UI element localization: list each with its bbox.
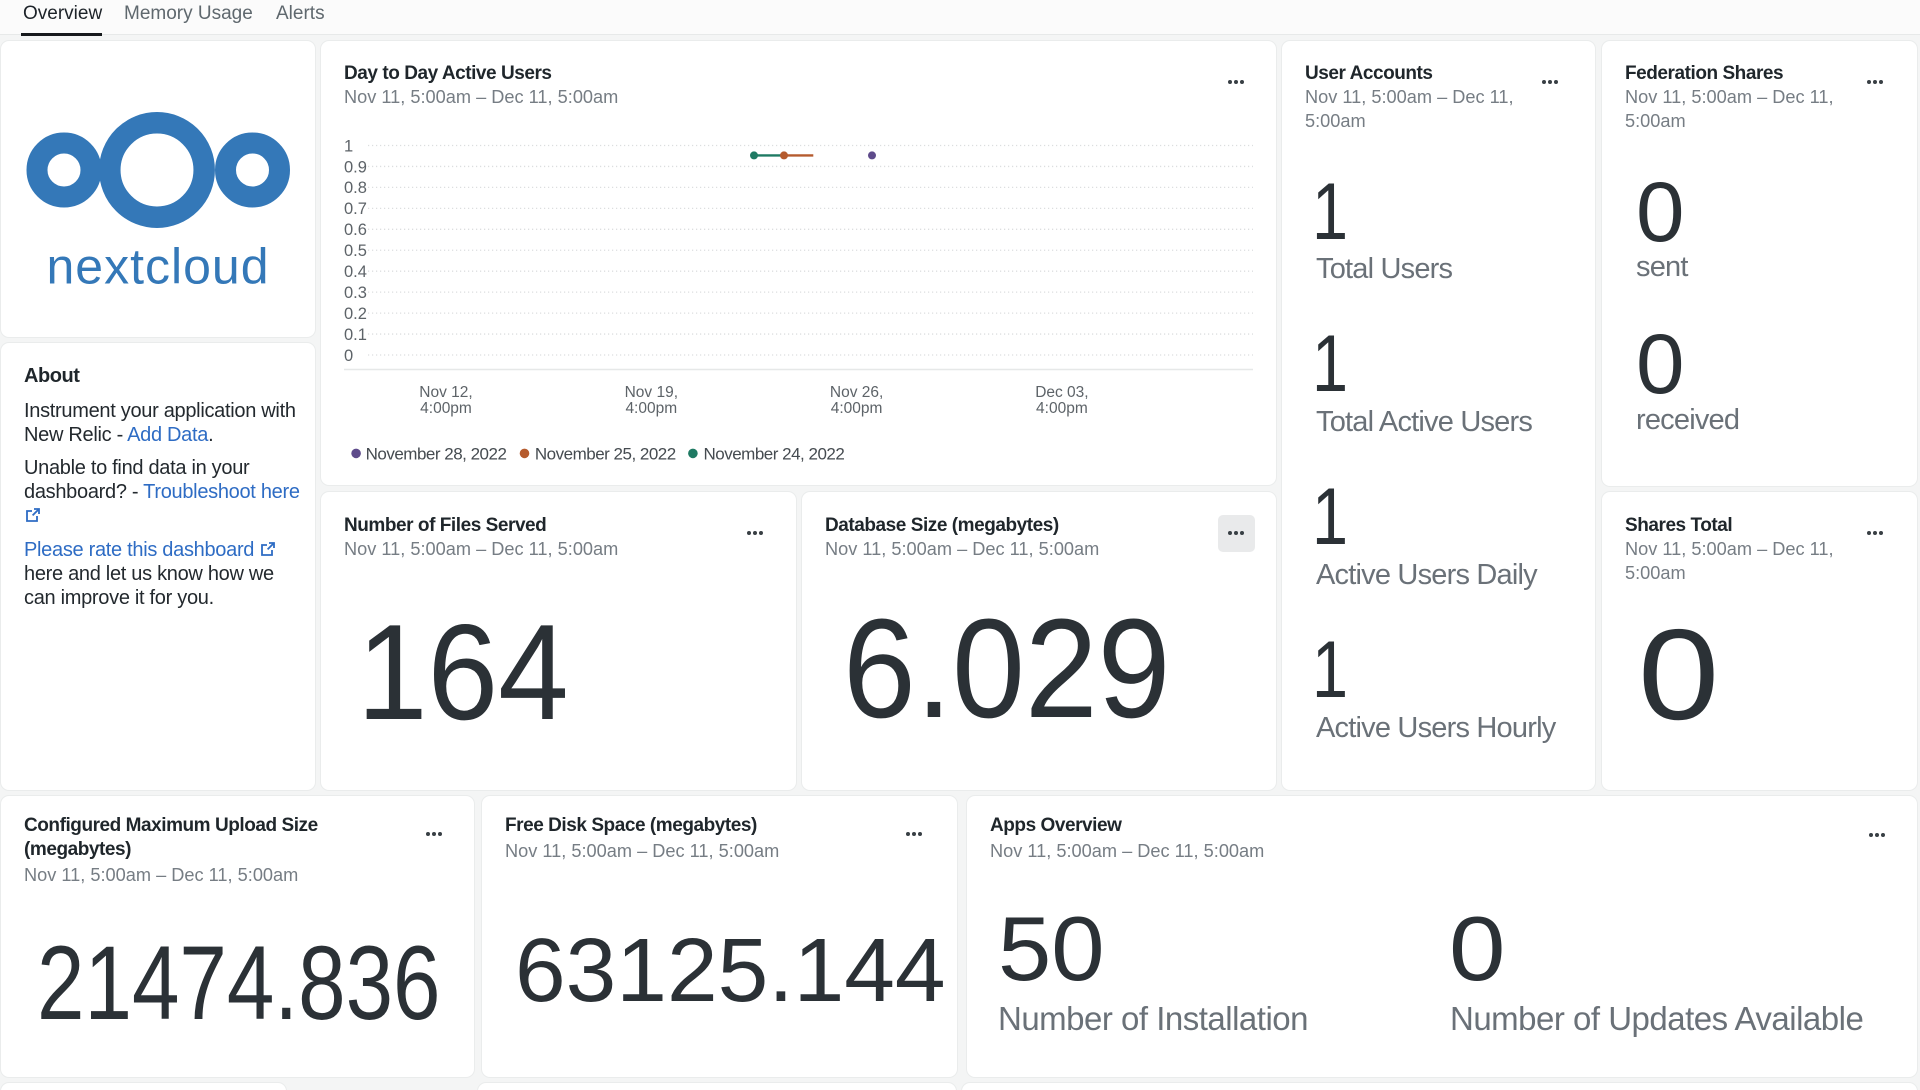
svg-text:Dec 03,: Dec 03, [1035,384,1088,401]
svg-text:0.5: 0.5 [344,242,367,260]
svg-text:Nov 26,: Nov 26, [830,384,883,401]
svg-text:0.7: 0.7 [344,200,367,218]
svg-text:0.6: 0.6 [344,221,367,239]
svg-text:November 25, 2022: November 25, 2022 [535,445,676,464]
svg-text:1: 1 [344,137,353,155]
svg-text:Nov 19,: Nov 19, [625,384,678,401]
svg-text:4:00pm: 4:00pm [625,400,677,417]
svg-text:0.1: 0.1 [344,326,367,344]
svg-text:0.8: 0.8 [344,179,367,197]
svg-text:4:00pm: 4:00pm [831,400,883,417]
svg-text:nextcloud: nextcloud [46,239,269,295]
svg-text:0.4: 0.4 [344,263,367,281]
svg-text:0.2: 0.2 [344,305,367,323]
svg-text:November 28, 2022: November 28, 2022 [366,445,507,464]
svg-text:Nov 12,: Nov 12, [419,384,472,401]
svg-text:0.3: 0.3 [344,284,367,302]
svg-text:0.9: 0.9 [344,158,367,176]
svg-text:November 24, 2022: November 24, 2022 [704,445,845,464]
svg-text:4:00pm: 4:00pm [1036,400,1088,417]
svg-text:0: 0 [344,347,353,365]
svg-text:4:00pm: 4:00pm [420,400,472,417]
